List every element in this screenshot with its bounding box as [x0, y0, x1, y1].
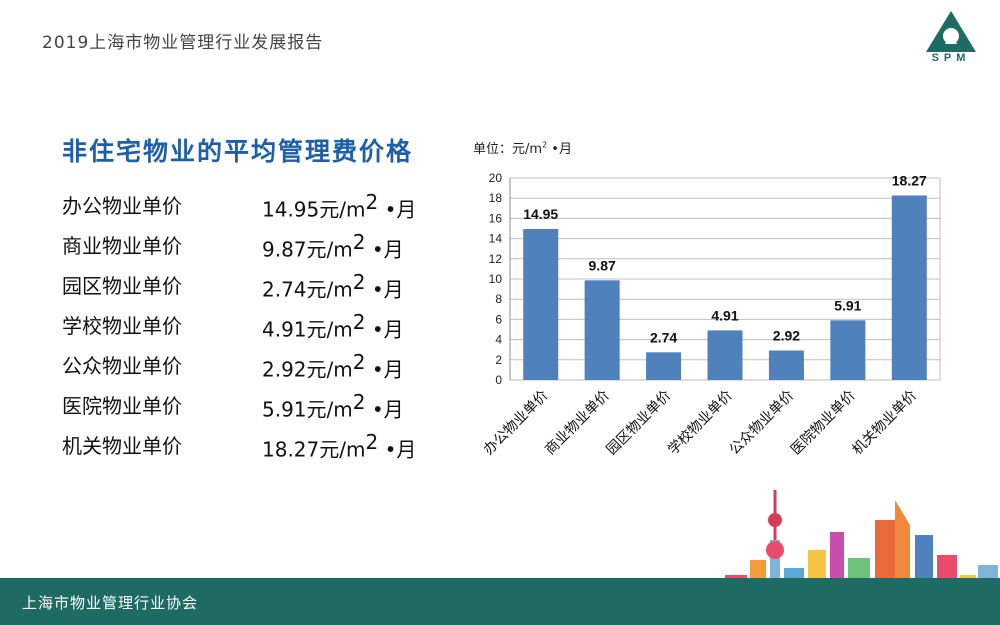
- price-name: 学校物业单价: [62, 314, 182, 338]
- bar: [707, 330, 743, 380]
- bar-value-label: 4.91: [711, 307, 738, 323]
- spm-logo-icon: [926, 11, 976, 52]
- price-unit-suffix: •月: [378, 197, 417, 222]
- y-tick-label: 0: [495, 373, 502, 387]
- y-tick-label: 6: [495, 312, 502, 326]
- price-amount: 2.74元/m: [262, 277, 353, 302]
- price-unit-sup: 2: [352, 350, 366, 374]
- x-tick-label: 办公物业单价: [481, 388, 552, 459]
- footer-text: 上海市物业管理行业协会: [22, 594, 199, 612]
- price-amount: 9.87元/m: [262, 237, 353, 262]
- logo-text: SPM: [931, 52, 971, 64]
- price-unit-suffix: •月: [365, 397, 404, 422]
- price-unit-suffix: •月: [365, 277, 404, 302]
- y-tick-label: 16: [489, 211, 503, 225]
- chart-unit-suffix: •月: [547, 142, 572, 157]
- bar: [768, 350, 804, 380]
- bar-value-label: 9.87: [589, 257, 616, 273]
- price-value: 2.92元/m2 •月: [262, 350, 404, 383]
- price-name: 公众物业单价: [62, 354, 182, 378]
- price-row: 学校物业单价 4.91元/m2 •月: [62, 310, 462, 350]
- price-name: 商业物业单价: [62, 234, 182, 258]
- price-unit-suffix: •月: [378, 437, 417, 462]
- bar-value-label: 14.95: [523, 206, 558, 222]
- price-value: 18.27元/m2 •月: [262, 430, 416, 463]
- y-tick-label: 14: [489, 232, 503, 246]
- y-tick-label: 2: [495, 353, 502, 367]
- price-row: 机关物业单价 18.27元/m2 •月: [62, 430, 462, 470]
- price-unit-suffix: •月: [365, 357, 404, 382]
- chart-unit-sup: 2: [542, 140, 548, 150]
- x-tick-label: 医院物业单价: [788, 388, 859, 459]
- price-value: 9.87元/m2 •月: [262, 230, 404, 263]
- x-tick-label: 商业物业单价: [542, 388, 613, 459]
- price-row: 公众物业单价 2.92元/m2 •月: [62, 350, 462, 390]
- x-tick-label: 机关物业单价: [849, 388, 920, 459]
- bar: [523, 229, 559, 380]
- price-value: 5.91元/m2 •月: [262, 390, 404, 423]
- price-row: 医院物业单价 5.91元/m2 •月: [62, 390, 462, 430]
- price-unit-sup: 2: [365, 190, 379, 214]
- y-tick-label: 20: [489, 171, 503, 185]
- report-title: 2019上海市物业管理行业发展报告: [42, 33, 324, 53]
- chart-unit-prefix: 单位：元/m: [473, 142, 543, 157]
- price-value: 14.95元/m2 •月: [262, 190, 416, 223]
- price-unit-suffix: •月: [365, 237, 404, 262]
- price-unit-sup: 2: [352, 390, 366, 414]
- bar: [646, 352, 682, 380]
- section-title: 非住宅物业的平均管理费价格: [62, 137, 414, 166]
- price-amount: 14.95元/m: [262, 197, 366, 222]
- price-value: 4.91元/m2 •月: [262, 310, 404, 343]
- price-amount: 5.91元/m: [262, 397, 353, 422]
- price-amount: 18.27元/m: [262, 437, 366, 462]
- price-unit-sup: 2: [352, 230, 366, 254]
- bar-value-label: 18.27: [892, 172, 927, 188]
- y-tick-label: 4: [495, 333, 502, 347]
- bar: [584, 280, 620, 380]
- chart-unit-label: 单位：元/m2 •月: [473, 138, 572, 157]
- x-tick-label: 园区物业单价: [604, 388, 675, 459]
- bar-chart: 0 2 4 6 8 10 12 14 16 18 20 14.95 办公物业单价 9.87 商业物业单价 2.…: [481, 171, 941, 459]
- footer-bar: 上海市物业管理行业协会: [0, 578, 1000, 625]
- x-tick-label: 学校物业单价: [664, 387, 735, 458]
- price-name: 办公物业单价: [62, 194, 182, 218]
- bar: [830, 320, 866, 380]
- bar-value-label: 5.91: [834, 297, 861, 313]
- price-unit-sup: 2: [352, 310, 366, 334]
- y-tick-label: 12: [489, 252, 503, 266]
- price-row: 园区物业单价 2.74元/m2 •月: [62, 270, 462, 310]
- price-name: 园区物业单价: [62, 274, 182, 298]
- x-tick-label: 公众物业单价: [727, 388, 798, 459]
- price-unit-sup: 2: [352, 270, 366, 294]
- price-amount: 4.91元/m: [262, 317, 353, 342]
- y-tick-label: 8: [495, 292, 502, 306]
- price-name: 机关物业单价: [62, 434, 182, 458]
- price-row: 商业物业单价 9.87元/m2 •月: [62, 230, 462, 270]
- bar: [891, 195, 927, 380]
- price-value: 2.74元/m2 •月: [262, 270, 404, 303]
- price-unit-suffix: •月: [365, 317, 404, 342]
- price-row: 办公物业单价 14.95元/m2 •月: [62, 190, 462, 230]
- y-tick-label: 18: [489, 191, 503, 205]
- price-amount: 2.92元/m: [262, 357, 353, 382]
- price-name: 医院物业单价: [62, 394, 182, 418]
- price-list: 办公物业单价 14.95元/m2 •月 商业物业单价 9.87元/m2 •月 园区物业单…: [62, 190, 462, 470]
- bar-value-label: 2.74: [650, 329, 677, 345]
- bar-value-label: 2.92: [773, 328, 800, 344]
- y-tick-label: 10: [489, 272, 503, 286]
- price-unit-sup: 2: [365, 430, 379, 454]
